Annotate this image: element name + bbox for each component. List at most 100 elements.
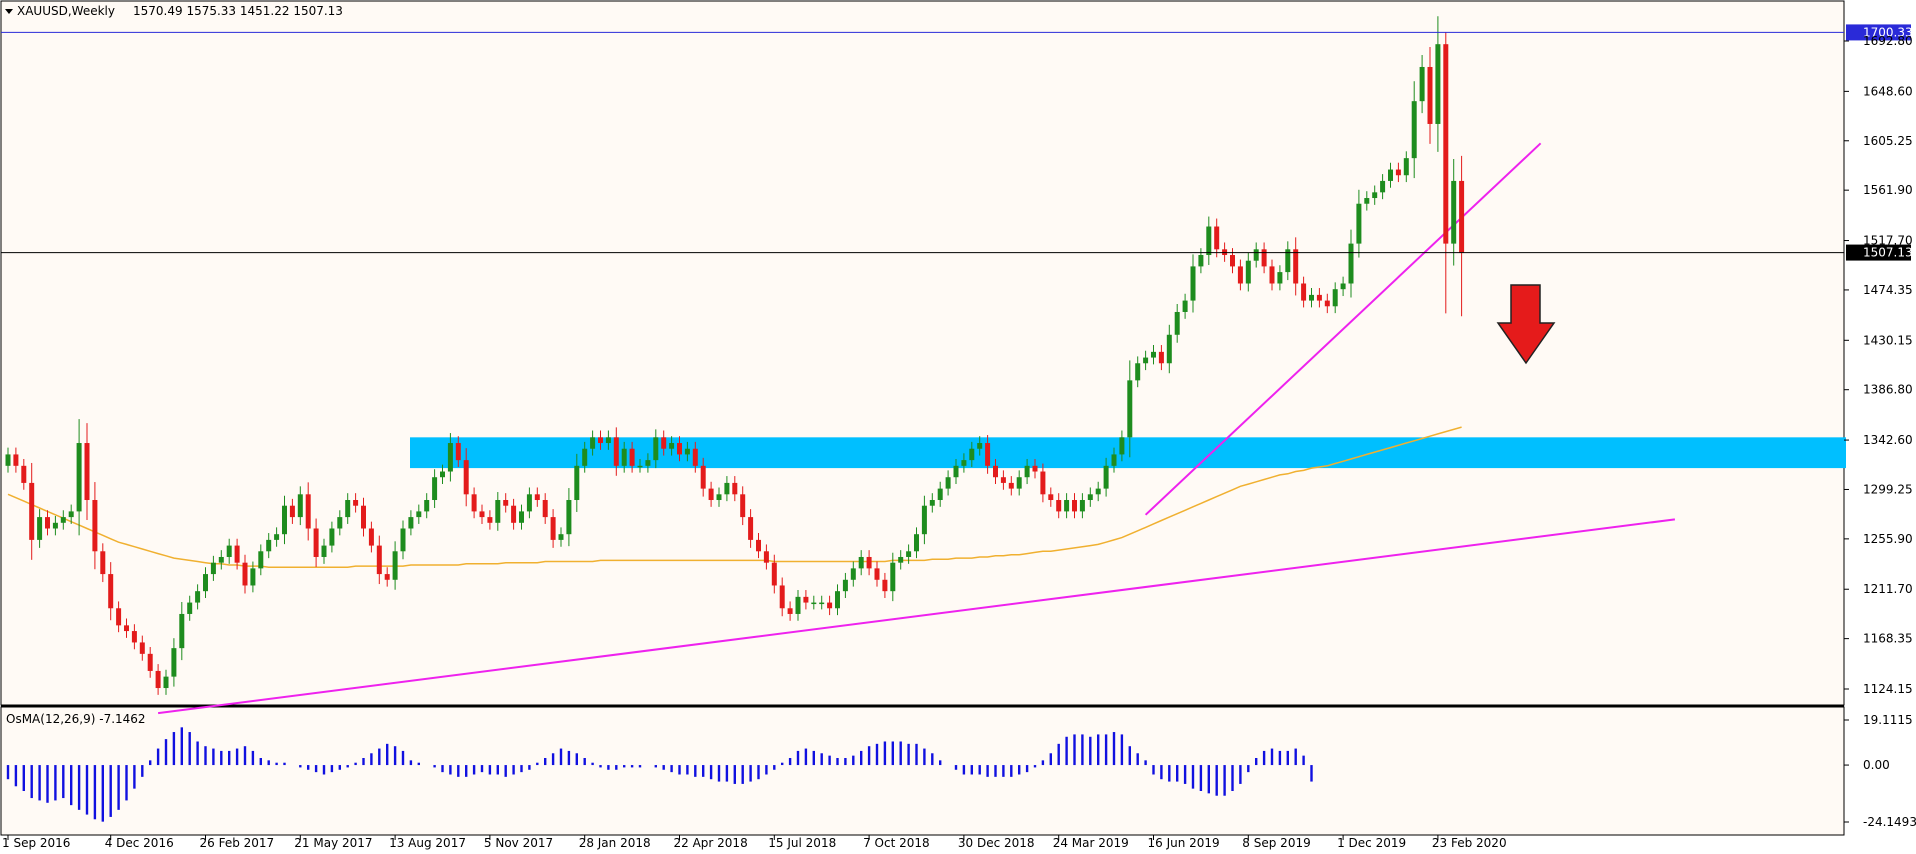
time-tick-label: 16 Jun 2019 (1148, 836, 1220, 850)
candle-body (108, 574, 114, 609)
candle (124, 618, 129, 638)
candle-body (637, 465, 643, 468)
candle-body (550, 517, 556, 540)
candle (819, 595, 825, 610)
candle (455, 436, 461, 467)
candle (376, 535, 382, 585)
time-tick-label: 1 Dec 2019 (1337, 836, 1406, 850)
trendline-0 (157, 518, 1676, 715)
candle-body (661, 437, 667, 449)
candle (1237, 259, 1243, 291)
candle-body (503, 500, 509, 506)
candle (13, 447, 19, 473)
candle-body (45, 517, 50, 529)
candle (890, 552, 896, 602)
candle-body (234, 545, 240, 563)
candle (187, 595, 193, 621)
candle (203, 567, 208, 599)
candle (313, 518, 319, 567)
candle-body (1095, 488, 1101, 495)
osma-axis: 19.1115 0.00 -24.1493 (1844, 713, 1916, 829)
time-tick-label: 21 May 2017 (294, 836, 372, 850)
time-tick-label: 22 Apr 2018 (674, 836, 748, 850)
candle (558, 527, 564, 547)
candle (1000, 470, 1006, 490)
candle (1261, 242, 1267, 274)
price-tick-label: 1342.60 (1863, 433, 1913, 447)
candle-body (1182, 300, 1188, 312)
price-tick-label: 1255.90 (1863, 532, 1913, 546)
candle-body (985, 443, 991, 466)
candle (613, 427, 619, 476)
candle-body (882, 579, 888, 592)
candle-body (116, 608, 122, 626)
candle (155, 664, 161, 695)
candle (953, 458, 959, 485)
trendline-layer (157, 142, 1676, 715)
candle (716, 487, 722, 507)
candle-body (171, 648, 177, 677)
candle-body (455, 443, 461, 461)
candle (361, 497, 366, 537)
price-levels-layer: 1700.33 1507.13 (1, 24, 1913, 261)
candle-body (1087, 494, 1093, 501)
candle-body (195, 591, 201, 603)
time-tick-label: 26 Feb 2017 (200, 836, 275, 850)
candle (858, 550, 864, 576)
candle (724, 476, 730, 502)
candle (92, 482, 98, 570)
candle-body (1356, 203, 1362, 244)
candle-body (1403, 158, 1409, 176)
candle (479, 504, 485, 524)
candle-body (376, 545, 382, 575)
candle-body (1190, 266, 1196, 301)
candle-body (724, 482, 730, 495)
price-tick-label: 1386.80 (1863, 383, 1913, 397)
candle (345, 493, 351, 524)
candle-body (677, 443, 682, 455)
candle-body (1237, 266, 1243, 284)
candle-body (1411, 101, 1417, 159)
candle-body (163, 676, 169, 689)
dropdown-icon[interactable] (5, 9, 13, 14)
candle (60, 510, 66, 530)
candle (763, 544, 769, 570)
candle-body (993, 465, 998, 478)
candle (1008, 476, 1014, 496)
candle-body (1245, 260, 1251, 284)
candle (1127, 360, 1133, 458)
candle-body (1072, 500, 1077, 512)
candle-body (669, 443, 675, 449)
candle-body (92, 500, 98, 552)
candle (76, 419, 82, 536)
candle-body (495, 500, 501, 523)
candle-body (1293, 249, 1299, 284)
candle-body (763, 551, 769, 563)
candle (1174, 304, 1180, 343)
candle-body (313, 528, 319, 557)
candle (605, 430, 611, 450)
candle (677, 436, 682, 462)
candle (534, 487, 540, 507)
down-arrow-icon (1496, 284, 1556, 365)
candle (337, 510, 343, 536)
candle (84, 423, 90, 520)
osma-histogram (6, 727, 1313, 822)
candle (811, 595, 817, 610)
candle-body (424, 500, 430, 512)
candle (1419, 55, 1425, 114)
candle (1269, 259, 1275, 291)
candle-body (906, 551, 912, 557)
candle-body (827, 602, 833, 609)
candle (250, 561, 256, 593)
candle-body (1340, 283, 1346, 290)
candle (803, 590, 809, 610)
candle (1158, 345, 1164, 371)
price-tick-label: 1168.35 (1863, 632, 1913, 646)
candle (1056, 493, 1062, 519)
candle (424, 493, 430, 519)
candle (195, 584, 201, 610)
candle-body (1214, 226, 1220, 250)
candle-body (1127, 380, 1133, 438)
